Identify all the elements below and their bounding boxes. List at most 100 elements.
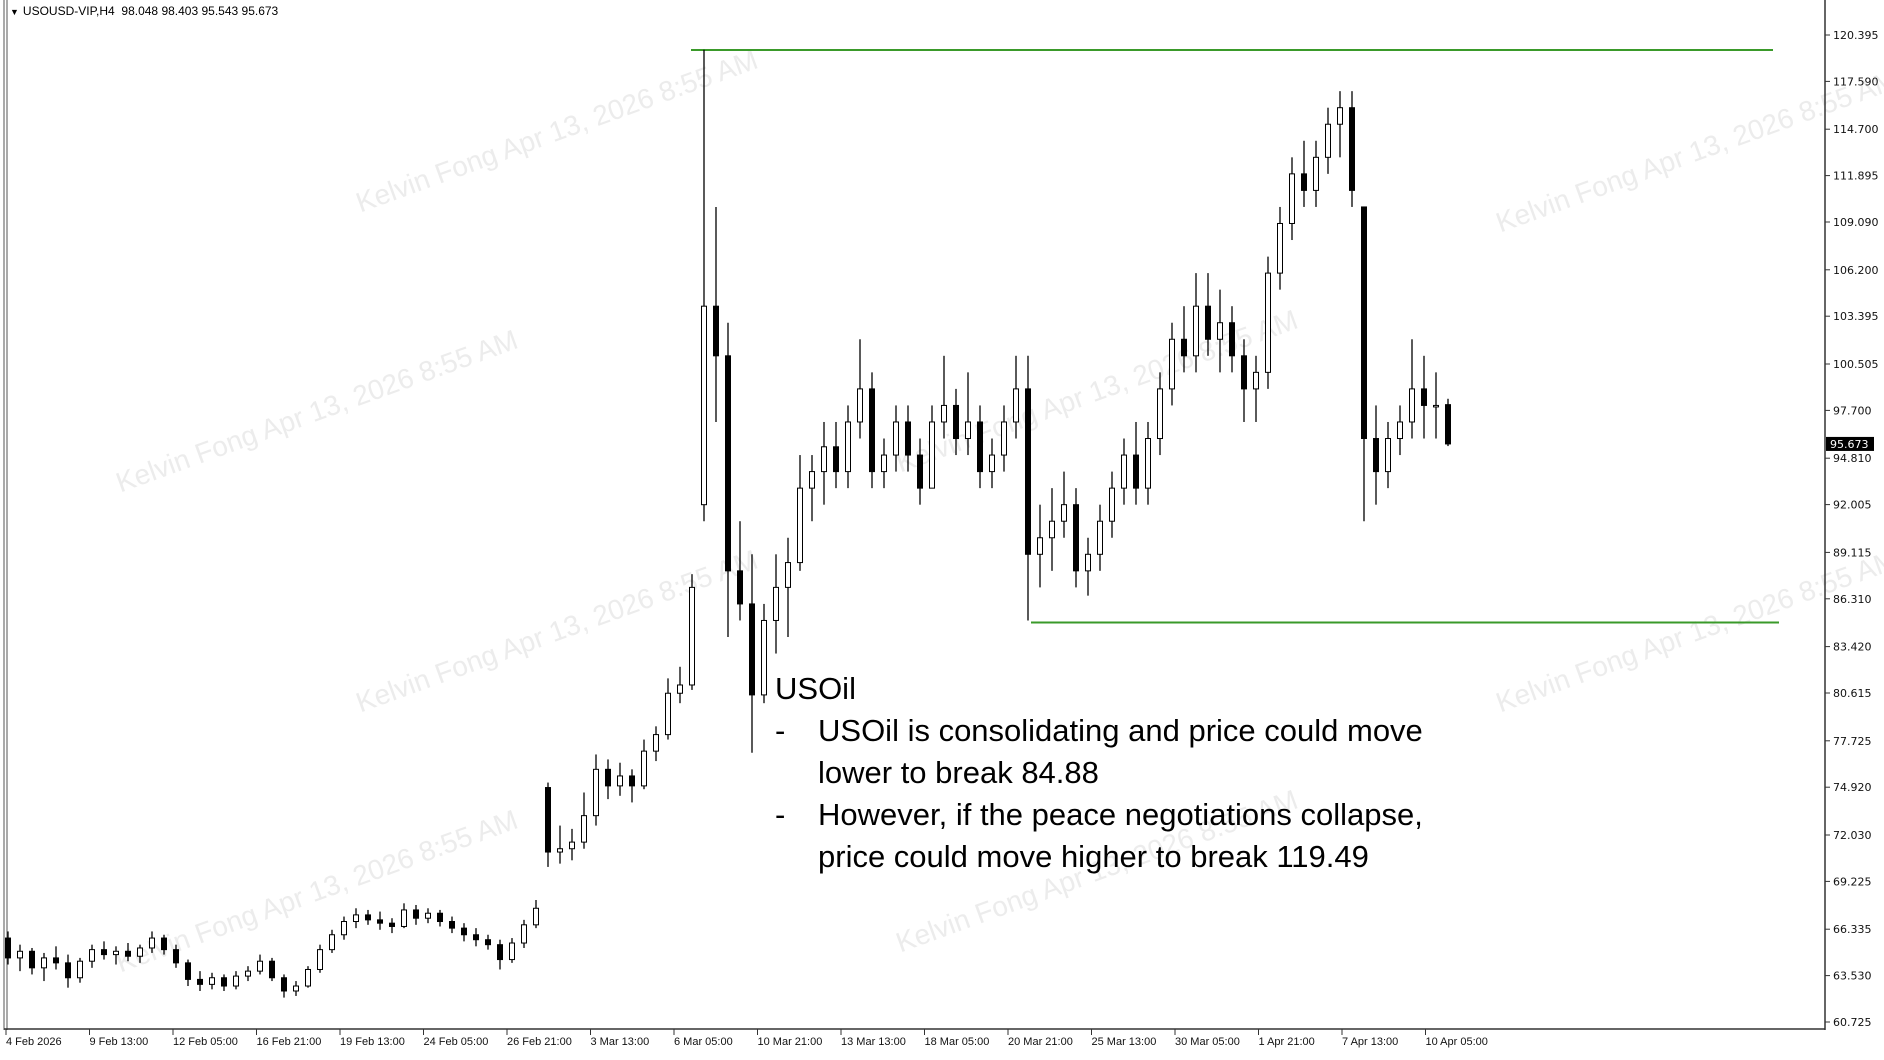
candle-body	[329, 934, 335, 951]
candle-body	[977, 421, 983, 473]
candle	[473, 928, 479, 947]
candle	[1253, 355, 1259, 422]
annotation-bullet: - However, if the peace negotiations col…	[775, 794, 1423, 878]
candle	[1277, 206, 1283, 290]
candle	[233, 971, 239, 990]
candle	[449, 916, 455, 934]
bullet-line: price could move higher to break 119.49	[818, 839, 1369, 874]
candle-body	[77, 960, 83, 979]
candle	[1193, 273, 1199, 373]
x-tick-label: 26 Feb 21:00	[507, 1036, 572, 1048]
candle-body	[101, 949, 107, 956]
x-tick-label: 10 Apr 05:00	[1426, 1036, 1488, 1048]
candle	[137, 944, 143, 963]
candle-body	[881, 454, 887, 473]
candle	[617, 762, 623, 796]
candle	[545, 782, 551, 867]
candle	[1169, 322, 1175, 406]
candle-body	[857, 388, 863, 423]
candle-body	[1013, 388, 1019, 423]
candle-body	[317, 949, 323, 970]
candle	[1025, 355, 1031, 621]
candle	[65, 954, 71, 988]
candle	[437, 909, 443, 927]
candle	[1097, 504, 1103, 571]
bullet-line: USOil is consolidating and price could m…	[818, 713, 1423, 748]
watermark-text: Kelvin Fong Apr 13, 2026 8:55 AM	[892, 304, 1302, 478]
x-tick-label: 13 Mar 13:00	[841, 1036, 906, 1048]
candle-body	[821, 446, 827, 473]
candle-body	[53, 957, 59, 964]
candle-body	[1133, 454, 1139, 489]
candle-body	[713, 305, 719, 357]
candle-body	[173, 949, 179, 964]
candle	[701, 49, 707, 522]
x-tick-label: 18 Mar 05:00	[925, 1036, 990, 1048]
candle	[113, 946, 119, 965]
candle	[533, 900, 539, 929]
candle	[341, 916, 347, 940]
candle	[809, 455, 815, 522]
candle	[1325, 107, 1331, 174]
candle-body	[1169, 338, 1175, 390]
candle-body	[797, 487, 803, 564]
candle-body	[1325, 123, 1331, 158]
candle-body	[749, 603, 755, 696]
candle-body	[305, 968, 311, 987]
candle-body	[737, 570, 743, 605]
candle	[245, 966, 251, 982]
candle-body	[449, 921, 455, 929]
candle	[125, 943, 131, 962]
candle	[41, 952, 47, 982]
candle	[1133, 421, 1139, 505]
candle	[1421, 355, 1427, 439]
candle-body	[593, 768, 599, 817]
candle-body	[1397, 421, 1403, 440]
candle	[77, 957, 83, 983]
candle	[857, 339, 863, 439]
candle	[197, 971, 203, 991]
candle	[293, 981, 299, 996]
x-tick-label: 7 Apr 13:00	[1342, 1036, 1398, 1048]
dropdown-triangle-icon[interactable]: ▼	[10, 7, 19, 17]
y-tick-label: 72.030	[1833, 829, 1872, 842]
candle-body	[1085, 553, 1091, 572]
candle-body	[869, 388, 875, 473]
candle	[725, 322, 731, 638]
candle-body	[773, 586, 779, 621]
candle-body	[533, 907, 539, 926]
candle-body	[1073, 504, 1079, 572]
candle-body	[905, 421, 911, 456]
y-tick-label: 111.895	[1833, 170, 1879, 183]
watermark-text: Kelvin Fong Apr 13, 2026 8:55 AM	[352, 544, 762, 718]
x-tick-label: 19 Feb 13:00	[340, 1036, 405, 1048]
candle-body	[641, 750, 647, 787]
candle	[1241, 339, 1247, 422]
candle	[1049, 488, 1055, 571]
candle	[1037, 504, 1043, 588]
candle	[641, 739, 647, 790]
candle-body	[989, 454, 995, 473]
x-tick-label: 4 Feb 2026	[6, 1036, 62, 1048]
candle-body	[929, 421, 935, 489]
y-tick-label: 120.395	[1833, 29, 1879, 42]
candle-body	[185, 962, 191, 980]
candle-body	[521, 924, 527, 944]
candle-body	[1265, 272, 1271, 373]
annotation-bullet: - USOil is consolidating and price could…	[775, 710, 1423, 794]
y-tick-label: 66.335	[1833, 923, 1872, 936]
candle-body	[89, 949, 95, 962]
y-tick-label: 94.810	[1833, 452, 1872, 465]
candle	[797, 455, 803, 571]
candle-body	[425, 912, 431, 919]
candle	[161, 934, 167, 955]
candle-body	[1121, 454, 1127, 489]
candle	[269, 957, 275, 982]
candle	[557, 825, 563, 864]
candle	[1109, 471, 1115, 538]
candle-body	[1433, 404, 1439, 408]
candle-body	[1421, 388, 1427, 406]
candle	[1313, 140, 1319, 207]
candle	[941, 355, 947, 439]
candle-body	[365, 914, 371, 921]
